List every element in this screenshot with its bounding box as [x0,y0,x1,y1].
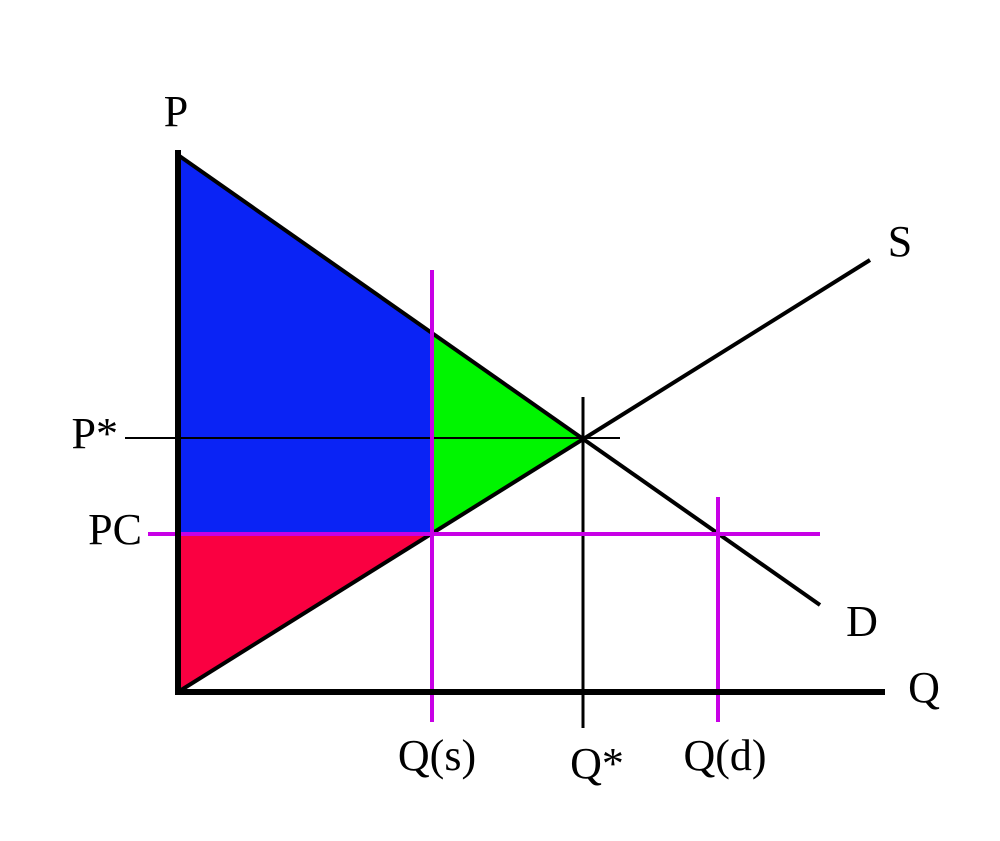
y-axis-label: P [164,87,188,136]
quantity-demanded-label: Q(d) [683,731,766,780]
deadweight-loss [432,333,583,534]
equilibrium-quantity-label: Q* [570,739,624,788]
demand-label: D [846,597,878,646]
consumer-surplus [178,155,432,534]
x-axis-label: Q [908,663,940,712]
supply-label: S [888,217,912,266]
equilibrium-price-label: P* [72,409,118,458]
supply-curve [176,258,872,694]
price-ceiling-label: PC [88,505,142,554]
demand-curve [176,153,822,607]
quantity-supplied-label: Q(s) [398,731,476,780]
